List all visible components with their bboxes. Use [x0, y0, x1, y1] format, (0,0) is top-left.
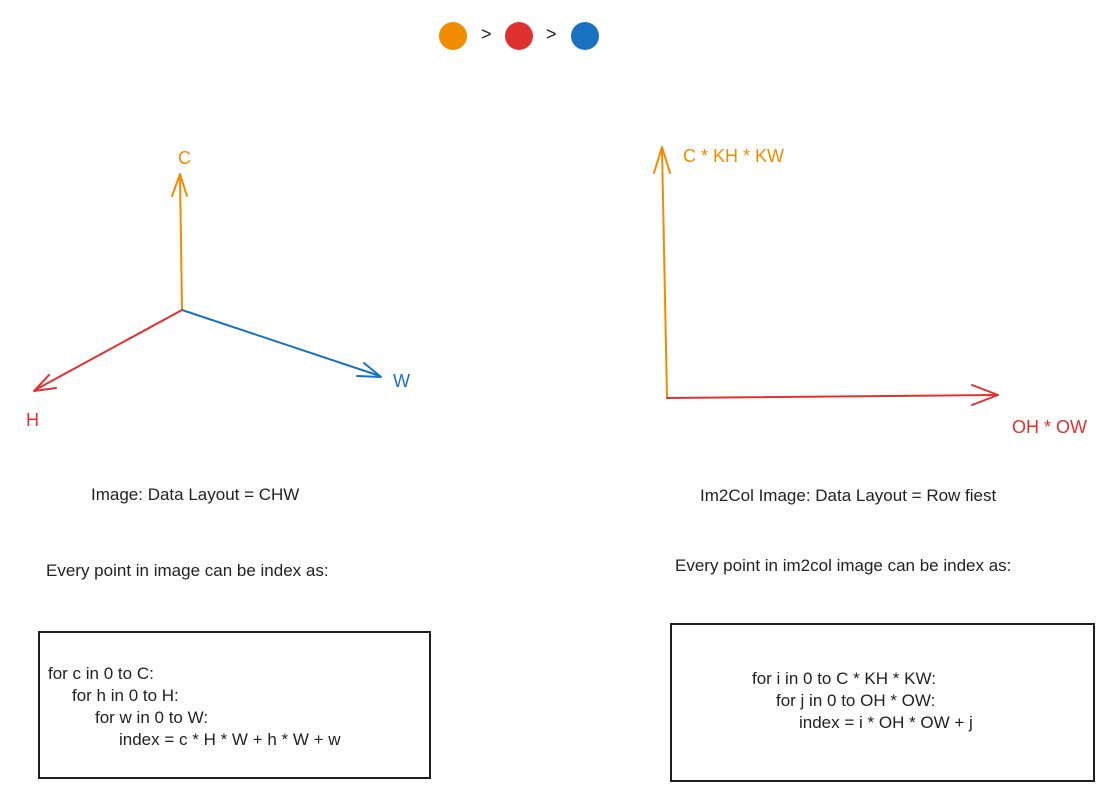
h-axis-arrowhead: [33, 374, 57, 392]
w-axis: [181, 309, 381, 377]
h-axis-label: H: [26, 410, 39, 430]
code-line: for i in 0 to C * KH * KW:: [752, 669, 936, 688]
w-axis-label: W: [393, 371, 410, 391]
h-axis: [34, 309, 183, 391]
im2col-index-code-box: for i in 0 to C * KH * KW: for j in 0 to…: [670, 623, 1095, 782]
legend: > >: [439, 22, 599, 50]
y-axis-label: C * KH * KW: [683, 146, 784, 166]
code-line: for w in 0 to W:: [95, 708, 209, 727]
legend-separator: >: [481, 24, 492, 44]
code-line: for c in 0 to C:: [48, 664, 154, 683]
y-axis-arrowhead: [653, 146, 671, 174]
im2col-axes: [653, 146, 999, 406]
w-axis-arrowhead: [356, 362, 382, 378]
code-line: for h in 0 to H:: [72, 686, 179, 705]
c-axis-label: C: [178, 148, 191, 168]
c-axis-arrowhead: [171, 173, 188, 197]
legend-dot-blue: [571, 22, 599, 50]
right-panel-subtitle: Every point in im2col image can be index…: [675, 556, 1012, 575]
legend-dot-red: [505, 22, 533, 50]
legend-dot-orange: [439, 22, 467, 50]
code-line: index = c * H * W + h * W + w: [119, 730, 341, 749]
c-axis: [179, 175, 183, 311]
chw-axes: [33, 173, 382, 392]
x-axis-label: OH * OW: [1012, 417, 1087, 437]
right-panel-title: Im2Col Image: Data Layout = Row fiest: [700, 486, 997, 505]
x-axis: [666, 394, 999, 399]
legend-separator: >: [546, 24, 557, 44]
y-axis: [661, 147, 668, 399]
code-line: index = i * OH * OW + j: [799, 713, 973, 732]
chw-index-code-box: for c in 0 to C: for h in 0 to H: for w …: [38, 631, 431, 779]
x-axis-arrowhead: [971, 384, 999, 406]
left-panel-title: Image: Data Layout = CHW: [91, 485, 300, 504]
code-line: for j in 0 to OH * OW:: [776, 691, 936, 710]
left-panel-subtitle: Every point in image can be index as:: [46, 561, 329, 580]
